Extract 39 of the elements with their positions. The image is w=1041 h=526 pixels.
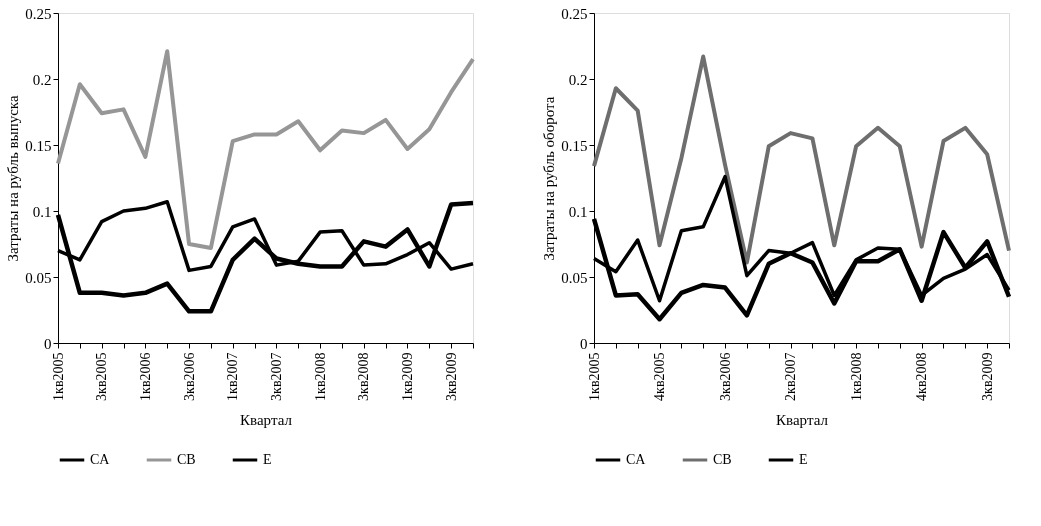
y-tick-label: 0.15 (25, 137, 52, 154)
y-axis-title: Затраты на рубль выпуска (5, 95, 22, 262)
legend-label: CB (177, 452, 196, 467)
x-tick-label: 3кв2006 (717, 352, 733, 401)
x-tick-label: 1кв2007 (225, 352, 241, 401)
x-tick-label: 1кв2005 (586, 352, 602, 401)
y-tick-label: 0.05 (25, 269, 52, 286)
x-tick-label: 3кв2009 (443, 352, 459, 401)
x-axis-title: Квартал (240, 411, 293, 428)
x-axis-title: Квартал (776, 411, 829, 428)
x-tick-label: 3кв2006 (181, 352, 197, 401)
x-tick-label: 2кв2007 (783, 352, 799, 401)
y-tick-label: 0.2 (568, 71, 588, 88)
x-tick-label: 1кв2008 (848, 352, 864, 401)
x-tick-label: 3кв2007 (268, 352, 284, 401)
legend-label: CA (90, 452, 111, 467)
y-axis-title: Затраты на рубль оборота (541, 96, 558, 261)
y-tick-label: 0 (44, 335, 52, 352)
x-tick-label: 3кв2008 (356, 352, 372, 401)
x-tick-label: 1кв2005 (50, 352, 66, 401)
x-tick-label: 3кв2009 (979, 352, 995, 401)
y-tick-label: 0 (580, 335, 588, 352)
legend-label: E (799, 452, 808, 467)
y-tick-label: 0.25 (25, 5, 52, 22)
x-tick-label: 1кв2009 (399, 352, 415, 401)
x-tick-label: 3кв2005 (94, 352, 110, 401)
y-tick-label: 0.1 (32, 203, 52, 220)
x-tick-label: 4кв2008 (914, 352, 930, 401)
legend-label: E (263, 452, 272, 467)
x-tick-label: 1кв2008 (312, 352, 328, 401)
y-tick-label: 0.25 (561, 5, 588, 22)
x-tick-label: 4кв2005 (652, 352, 668, 401)
x-tick-label: 1кв2006 (137, 352, 153, 401)
y-tick-label: 0.05 (561, 269, 588, 286)
legend-label: CA (626, 452, 647, 467)
legend-label: CB (713, 452, 732, 467)
y-tick-label: 0.2 (32, 71, 52, 88)
y-tick-label: 0.15 (561, 137, 588, 154)
y-tick-label: 0.1 (568, 203, 588, 220)
